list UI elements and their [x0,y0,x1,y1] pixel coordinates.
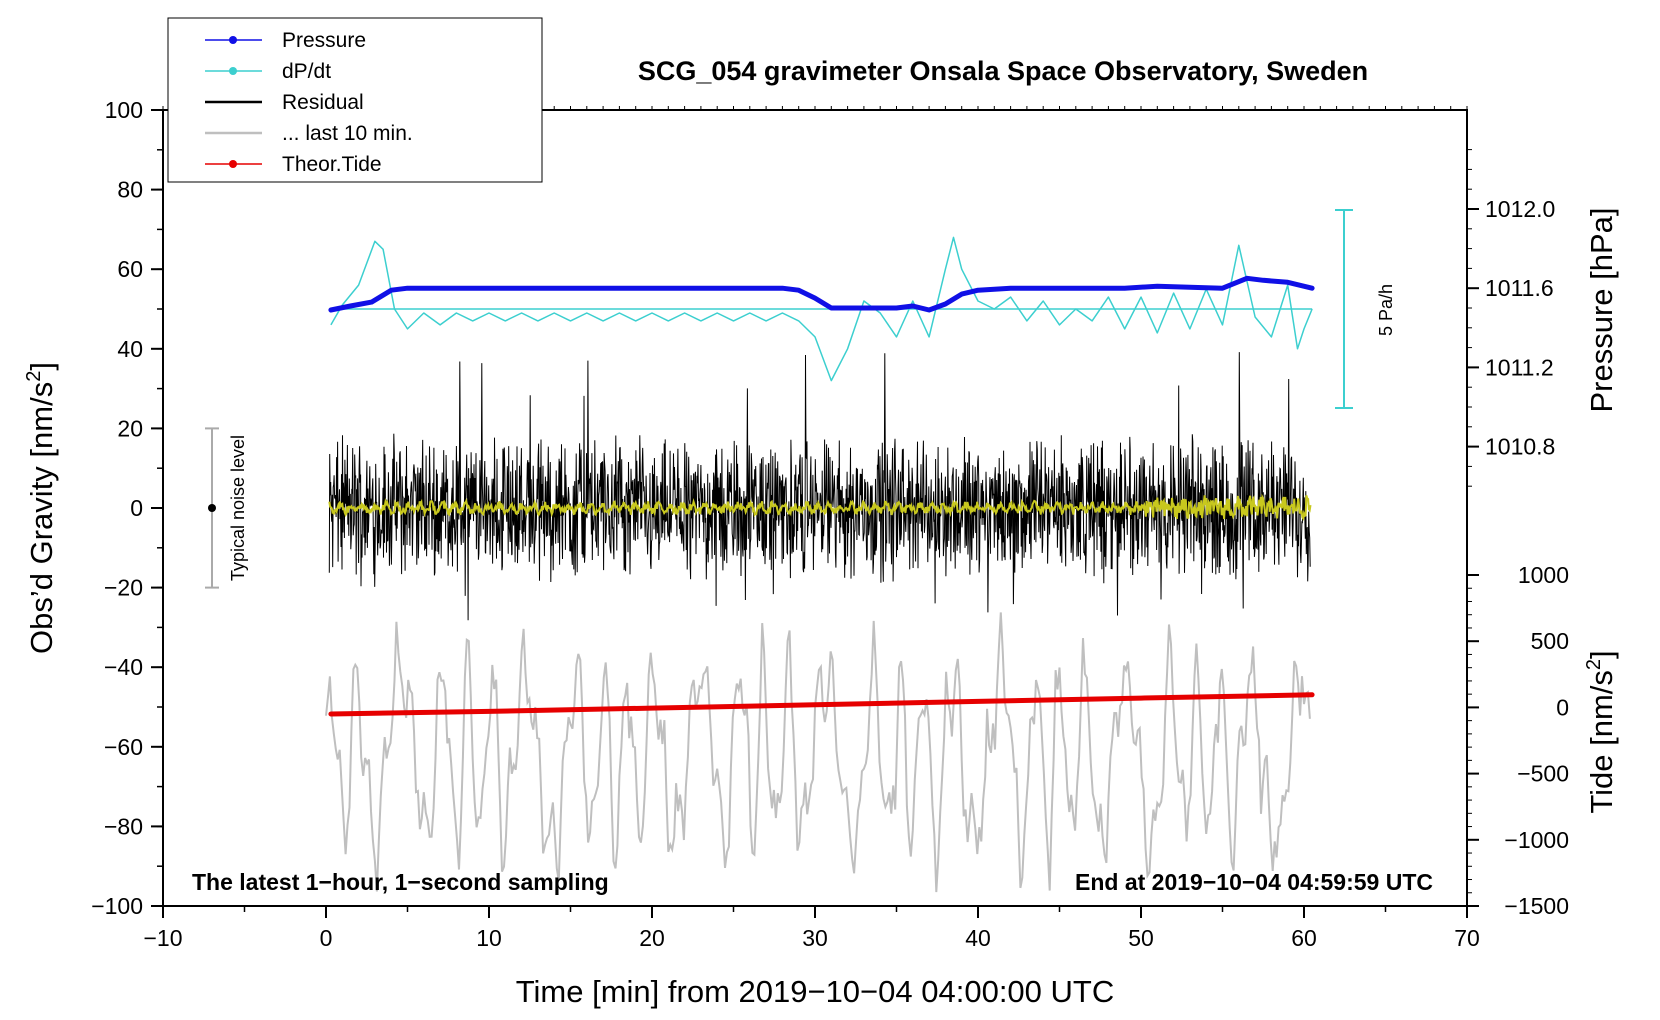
x-tick-label: 60 [1291,925,1317,951]
chart-canvas: SCG_054 gravimeter Onsala Space Observat… [0,0,1660,1020]
tide-tick-label: −1500 [1504,893,1569,919]
y-axis-label-tide-sup: 2 [1583,659,1605,670]
annotation-end-time: End at 2019−10−04 04:59:59 UTC [1075,869,1433,895]
legend-swatch-marker [229,160,237,168]
tide-tick-label: −1000 [1504,827,1569,853]
y-axis-label-pressure: Pressure [hPa] [1584,207,1619,412]
y-axis-label-gravity-text: Obs’d Gravity [nm/s [24,382,59,654]
x-tick-label: 0 [320,925,333,951]
y-axis-label-tide-text: Tide [nm/s [1584,670,1619,814]
y-axis-label-gravity-sup: 2 [23,371,45,382]
y-tick-label: 40 [117,336,143,362]
tide-tick-label: 0 [1556,694,1569,720]
y-tick-label: −100 [91,893,143,919]
y-tick-label: −80 [104,813,143,839]
pressure-tick-label: 1012.0 [1485,196,1555,222]
x-tick-label: 30 [802,925,828,951]
y-tick-label: −20 [104,575,143,601]
x-tick-label: 50 [1128,925,1154,951]
legend-label: Residual [282,91,364,114]
annotation-sampling: The latest 1−hour, 1−second sampling [192,869,609,895]
legend-label: Pressure [282,29,366,52]
tide-tick-label: −500 [1517,761,1569,787]
dpdt-scale-label: 5 Pa/h [1376,284,1396,336]
legend-label: dP/dt [282,60,331,83]
noise-level-label: Typical noise level [228,435,248,581]
legend: Pressure dP/dt Residual ... last 10 min. The… [168,18,542,182]
noise-level-dot [208,504,216,512]
y-tick-label: 0 [130,495,143,521]
legend-swatch-marker [229,36,237,44]
legend-swatch-marker [229,67,237,75]
pressure-tick-label: 1011.2 [1485,354,1554,380]
y-tick-label: −40 [104,654,143,680]
tide-tick-label: 500 [1531,628,1569,654]
pressure-tick-label: 1010.8 [1485,434,1555,460]
y-axis-label-gravity: Obs’d Gravity [nm/s2] [23,362,59,654]
x-tick-label: 10 [476,925,502,951]
x-axis-label: Time [min] from 2019−10−04 04:00:00 UTC [516,974,1115,1009]
tide-tick-label: 1000 [1518,562,1569,588]
legend-label: Theor.Tide [282,153,382,176]
x-tick-label: 40 [965,925,991,951]
y-axis-label-gravity-close: ] [24,362,59,371]
y-tick-label: 100 [105,97,143,123]
chart-title: SCG_054 gravimeter Onsala Space Observat… [638,56,1368,86]
pressure-tick-label: 1011.6 [1485,275,1554,301]
y-axis-label-tide-close: ] [1584,650,1619,659]
x-tick-label: −10 [143,925,182,951]
y-tick-label: 60 [117,256,143,282]
legend-label: ... last 10 min. [282,122,413,145]
y-tick-label: 80 [117,177,143,203]
y-tick-label: 20 [117,415,143,441]
y-tick-label: −60 [104,734,143,760]
y-axis-label-tide: Tide [nm/s2] [1583,650,1619,813]
x-tick-label: 70 [1454,925,1480,951]
x-tick-label: 20 [639,925,665,951]
